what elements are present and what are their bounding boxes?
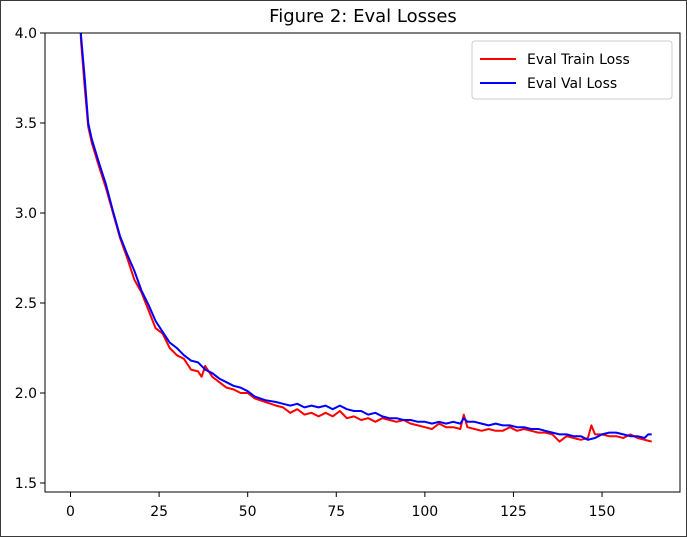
y-tick-label: 1.5: [15, 476, 37, 492]
x-tick-label: 75: [327, 504, 345, 520]
series-line-1: [79, 33, 652, 443]
chart-title: Figure 2: Eval Losses: [269, 6, 457, 27]
x-tick-label: 100: [411, 504, 438, 520]
legend-label: Eval Val Loss: [527, 76, 617, 92]
x-tick-label: 50: [239, 504, 257, 520]
x-tick-label: 0: [66, 504, 75, 520]
legend-label: Eval Train Loss: [527, 52, 630, 68]
y-tick-label: 4.0: [15, 26, 37, 42]
y-tick-label: 2.5: [15, 296, 37, 312]
y-tick-label: 3.5: [15, 116, 37, 132]
legend: Eval Train Loss Eval Val Loss: [471, 40, 673, 100]
x-tick-label: 125: [500, 504, 527, 520]
series-line-2: [79, 33, 652, 441]
x-tick-label: 25: [150, 504, 168, 520]
x-tick-label: 150: [589, 504, 616, 520]
plot-area-border: [44, 32, 681, 493]
y-tick-label: 2.0: [15, 386, 37, 402]
legend-box: [471, 40, 673, 100]
y-tick-label: 3.0: [15, 206, 37, 222]
